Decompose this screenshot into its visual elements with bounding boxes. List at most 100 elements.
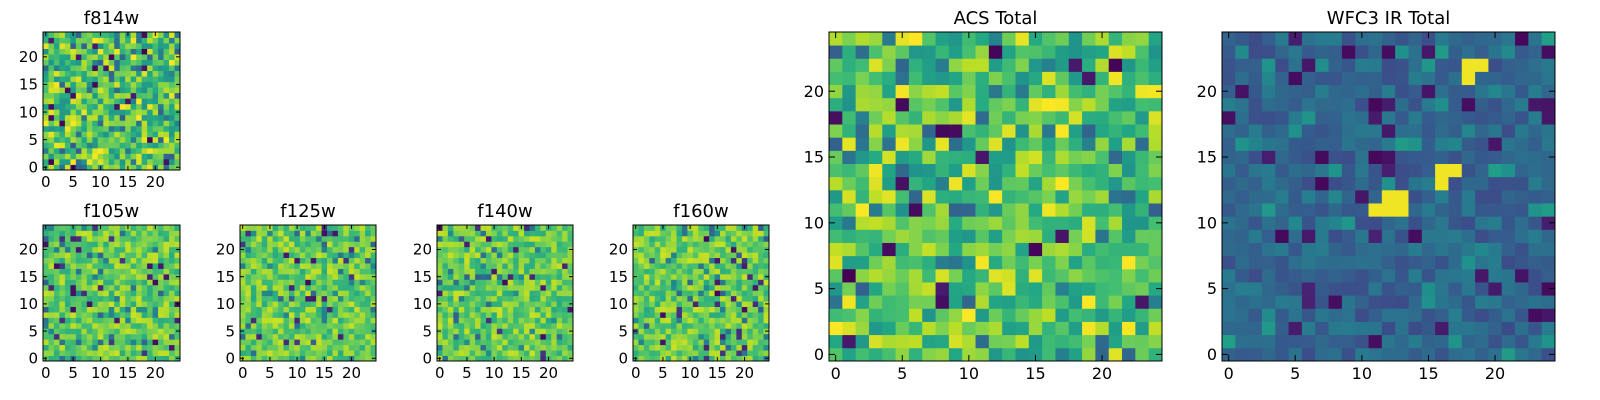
heatmap-cell: [310, 279, 317, 286]
heatmap-cell: [665, 328, 672, 335]
heatmap-cell: [1528, 124, 1543, 138]
heatmap-cell: [882, 295, 896, 309]
heatmap-cell: [114, 32, 121, 38]
heatmap-cell: [709, 312, 715, 318]
heatmap-cell: [469, 344, 476, 351]
heatmap-cell: [567, 322, 574, 329]
heatmap-cell: [1248, 216, 1263, 230]
heatmap-cell: [250, 339, 257, 346]
heatmap-cell: [1488, 229, 1503, 243]
heatmap-cell: [665, 246, 672, 253]
heatmap-cell: [730, 273, 737, 280]
heatmap-cell: [551, 230, 558, 237]
heatmap-cell: [654, 268, 661, 275]
heatmap-cell: [480, 279, 487, 286]
heatmap-cell: [714, 284, 721, 291]
heatmap-cell: [288, 246, 295, 253]
heatmap-cell: [1315, 45, 1329, 59]
heatmap-cell: [174, 279, 181, 286]
heatmap-cell: [1288, 32, 1303, 46]
heatmap-cell: [97, 328, 104, 335]
heatmap-cell: [1222, 176, 1236, 191]
heatmap-cell: [92, 131, 99, 138]
y-tick-label: 20: [609, 241, 628, 259]
heatmap-cell: [92, 48, 99, 55]
heatmap-cell: [125, 290, 132, 297]
heatmap-cell: [638, 263, 645, 269]
heatmap-cell: [354, 279, 361, 286]
heatmap-cell: [97, 70, 104, 77]
heatmap-cell: [567, 312, 574, 318]
heatmap-cell: [491, 279, 498, 286]
heatmap-cell: [86, 54, 93, 60]
heatmap-cell: [671, 230, 677, 237]
heatmap-cell: [245, 235, 252, 242]
heatmap-cell: [703, 235, 710, 242]
heatmap-cell: [529, 344, 536, 351]
heatmap-cell: [103, 37, 110, 44]
heatmap-cell: [130, 225, 137, 231]
x-tick-label: 5: [897, 364, 907, 383]
heatmap-cell: [103, 339, 110, 346]
heatmap-cell: [988, 176, 1003, 191]
heatmap-cell: [1235, 295, 1250, 309]
heatmap-cell: [714, 257, 721, 264]
panel-title: f125w: [280, 201, 335, 222]
heatmap-cell: [1341, 84, 1356, 99]
heatmap-cell: [1042, 334, 1056, 349]
heatmap-cell: [518, 312, 525, 318]
heatmap-cell: [1248, 110, 1263, 125]
heatmap-cell: [125, 153, 132, 160]
heatmap-cell: [534, 322, 541, 329]
heatmap-cell: [1095, 282, 1110, 296]
heatmap-cell: [152, 252, 159, 259]
heatmap-cell: [842, 45, 857, 59]
heatmap-cell: [158, 252, 164, 259]
heatmap-cell: [948, 229, 963, 243]
heatmap-cell: [1435, 84, 1449, 99]
heatmap-cell: [518, 241, 525, 248]
heatmap-cell: [1328, 163, 1343, 178]
heatmap-cell: [147, 312, 153, 318]
heatmap-cell: [1341, 97, 1356, 112]
heatmap-cell: [1461, 203, 1476, 217]
heatmap-cell: [125, 344, 132, 351]
heatmap-cell: [130, 252, 137, 259]
heatmap-cell: [1042, 32, 1056, 46]
heatmap-cell: [327, 350, 333, 356]
heatmap-cell: [842, 163, 857, 178]
heatmap-cell: [294, 317, 301, 324]
heatmap-cell: [507, 225, 514, 231]
heatmap-cell: [337, 273, 344, 280]
y-tick-label: 20: [216, 241, 235, 259]
heatmap-cell: [267, 230, 274, 237]
heatmap-cell: [1408, 163, 1423, 178]
heatmap-cell: [1328, 203, 1343, 217]
heatmap-cell: [935, 176, 950, 191]
heatmap-cell: [447, 225, 454, 231]
heatmap-cell: [1528, 84, 1543, 99]
heatmap-cell: [687, 344, 694, 351]
heatmap-cell: [1395, 295, 1409, 309]
heatmap-cell: [908, 58, 923, 72]
heatmap-cell: [370, 235, 377, 242]
heatmap-cell: [649, 317, 656, 324]
heatmap-cell: [119, 268, 126, 275]
heatmap-cell: [272, 328, 279, 335]
heatmap-cell: [1288, 216, 1303, 230]
heatmap-cell: [1135, 163, 1150, 178]
heatmap-cell: [250, 225, 257, 231]
heatmap-cell: [1261, 71, 1276, 86]
heatmap-cell: [1461, 189, 1476, 204]
heatmap-cell: [1448, 137, 1463, 151]
heatmap-cell: [524, 290, 530, 297]
heatmap-cell: [75, 268, 82, 275]
heatmap-cell: [464, 257, 471, 264]
heatmap-cell: [103, 54, 110, 60]
heatmap-cell: [337, 312, 344, 318]
heatmap-cell: [288, 328, 295, 335]
heatmap-cell: [136, 114, 143, 121]
heatmap-cell: [1355, 308, 1369, 322]
heatmap-cell: [299, 322, 306, 329]
heatmap-cell: [681, 333, 688, 340]
